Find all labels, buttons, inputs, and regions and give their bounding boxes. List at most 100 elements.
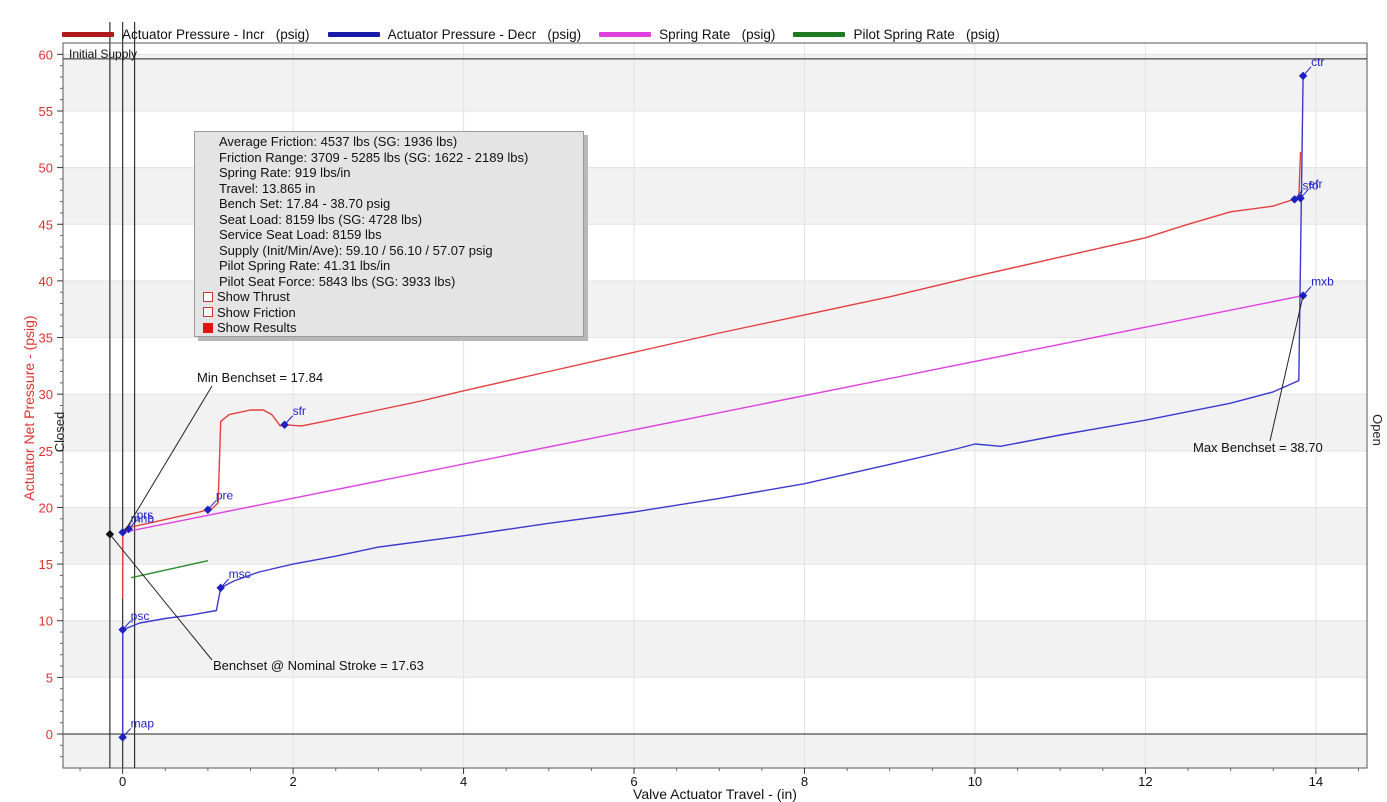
marker-leader bbox=[1302, 66, 1312, 77]
closed-label: Closed bbox=[52, 412, 67, 452]
marker-label: map bbox=[131, 716, 155, 730]
y-tick-label: 20 bbox=[39, 500, 53, 515]
y-tick-label: 10 bbox=[39, 614, 53, 629]
marker-leader bbox=[1302, 286, 1312, 296]
annotation-leader bbox=[109, 533, 213, 661]
results-checkbox-row[interactable]: Show Friction bbox=[203, 305, 577, 321]
x-tick-label: 6 bbox=[630, 774, 637, 789]
legend-label: Actuator Pressure - Decr (psig) bbox=[387, 26, 582, 42]
checkbox-label: Show Thrust bbox=[217, 289, 290, 304]
legend-item: Actuator Pressure - Decr (psig) bbox=[327, 26, 582, 42]
checkbox-label: Show Results bbox=[217, 320, 297, 335]
background-band bbox=[63, 620, 1367, 678]
legend-item: Actuator Pressure - Incr (psig) bbox=[62, 27, 310, 42]
legend-swatch bbox=[62, 31, 114, 37]
legend: Actuator Pressure - Incr (psig) Actuator … bbox=[62, 22, 1018, 46]
x-tick-label: 0 bbox=[119, 774, 126, 789]
marker-label: ctr bbox=[1311, 55, 1324, 69]
legend-label: Pilot Spring Rate (psig) bbox=[853, 26, 1000, 42]
y-tick-label: 5 bbox=[46, 670, 53, 685]
initial-supply-label: Initial Supply bbox=[69, 47, 137, 61]
y-tick-label: 30 bbox=[39, 387, 53, 402]
marker-label: psc bbox=[131, 609, 150, 623]
marker-label: sfo bbox=[1303, 178, 1319, 192]
results-line: Service Seat Load: 8159 lbs bbox=[219, 227, 382, 242]
open-label: Open bbox=[1370, 414, 1385, 446]
y-tick-label: 0 bbox=[46, 727, 53, 742]
background-band bbox=[63, 734, 1367, 768]
y-tick-label: 55 bbox=[39, 104, 53, 119]
annotations-group: Min Benchset = 17.84 Benchset @ Nominal S… bbox=[109, 295, 1323, 673]
y-axis-label: Actuator Net Pressure - (psig) bbox=[21, 315, 37, 500]
results-line: Supply (Init/Min/Ave): 59.10 / 56.10 / 5… bbox=[219, 242, 493, 258]
series-line bbox=[122, 294, 1304, 534]
x-tick-label: 4 bbox=[460, 774, 467, 789]
results-line: Average Friction: 4537 lbs (SG: 1936 lbs… bbox=[219, 134, 458, 149]
checkbox[interactable] bbox=[203, 307, 213, 318]
results-line: Pilot Spring Rate: 41.31 lbs/in bbox=[219, 258, 391, 273]
legend-label: Spring Rate (psig) bbox=[659, 26, 776, 42]
grid-lines bbox=[63, 22, 1367, 768]
results-line: Friction Range: 3709 - 5285 lbs (SG: 162… bbox=[219, 149, 529, 165]
legend-swatch bbox=[599, 31, 652, 37]
series-line bbox=[121, 75, 1304, 738]
checkbox[interactable] bbox=[203, 291, 213, 302]
y-axis: 0 5 10 15 20 25 30 35 40 45 50 55 60 bbox=[39, 47, 63, 758]
marker-leader bbox=[284, 415, 293, 426]
annotation-text: Min Benchset = 17.84 bbox=[197, 370, 323, 385]
series-line bbox=[131, 560, 209, 579]
checkbox[interactable] bbox=[203, 322, 213, 333]
y-tick-label: 50 bbox=[39, 161, 53, 176]
annotation-text: Benchset @ Nominal Stroke = 17.63 bbox=[213, 658, 424, 673]
y-tick-label: 60 bbox=[39, 47, 53, 62]
x-tick-label: 10 bbox=[968, 774, 982, 789]
results-line: Travel: 13.865 in bbox=[219, 180, 316, 196]
marker-leader bbox=[220, 578, 230, 589]
x-axis-label: Valve Actuator Travel - (in) bbox=[633, 786, 797, 802]
checkbox-label: Show Friction bbox=[217, 304, 296, 320]
marker-leader bbox=[122, 728, 132, 738]
marker-label: sfr bbox=[293, 404, 306, 418]
legend-swatch bbox=[793, 31, 846, 37]
marker-leader bbox=[1294, 189, 1303, 200]
results-panel: Average Friction: 4537 lbs (SG: 1936 lbs… bbox=[194, 131, 584, 337]
legend-item: Pilot Spring Rate (psig) bbox=[793, 26, 1000, 42]
annotation-text: Max Benchset = 38.70 bbox=[1193, 440, 1323, 455]
y-tick-label: 35 bbox=[39, 331, 53, 346]
x-axis: 0 2 4 6 8 10 12 14 bbox=[79, 768, 1359, 789]
y-tick-label: 15 bbox=[39, 557, 53, 572]
marker-leader bbox=[207, 500, 217, 511]
y-tick-label: 45 bbox=[39, 217, 53, 232]
results-checkbox-row[interactable]: Show Thrust bbox=[203, 289, 577, 305]
marker-leader bbox=[122, 620, 132, 631]
y-tick-label: 25 bbox=[39, 444, 53, 459]
annotation-leader bbox=[123, 385, 213, 533]
annotation-leader bbox=[1269, 295, 1304, 442]
results-line: Pilot Seat Force: 5843 lbs (SG: 3933 lbs… bbox=[219, 273, 456, 289]
legend-label: Actuator Pressure - Incr (psig) bbox=[122, 26, 310, 42]
background-band bbox=[63, 54, 1367, 111]
results-line: Bench Set: 17.84 - 38.70 psig bbox=[219, 196, 391, 211]
x-tick-label: 14 bbox=[1309, 774, 1323, 789]
results-line: Seat Load: 8159 lbs (SG: 4728 lbs) bbox=[219, 211, 423, 227]
marker-label: efr bbox=[1309, 177, 1323, 191]
marker-label: msc bbox=[229, 567, 251, 581]
legend-item: Spring Rate (psig) bbox=[599, 27, 775, 42]
marker-label: mnb bbox=[131, 511, 155, 525]
marker-leader bbox=[128, 519, 137, 530]
legend-swatch bbox=[327, 31, 380, 37]
marker-label: mxb bbox=[1311, 275, 1334, 289]
results-checkbox-row[interactable]: Show Results bbox=[203, 320, 577, 336]
background-band bbox=[63, 394, 1367, 451]
marker-label: pre bbox=[216, 489, 234, 503]
background-band bbox=[63, 507, 1367, 565]
x-tick-label: 12 bbox=[1138, 774, 1152, 789]
x-tick-label: 2 bbox=[290, 774, 297, 789]
y-tick-label: 40 bbox=[39, 274, 53, 289]
marker-label: prs bbox=[137, 508, 154, 522]
x-tick-label: 8 bbox=[801, 774, 808, 789]
results-line: Spring Rate: 919 lbs/in bbox=[219, 165, 351, 180]
marker-leader bbox=[1300, 188, 1309, 199]
